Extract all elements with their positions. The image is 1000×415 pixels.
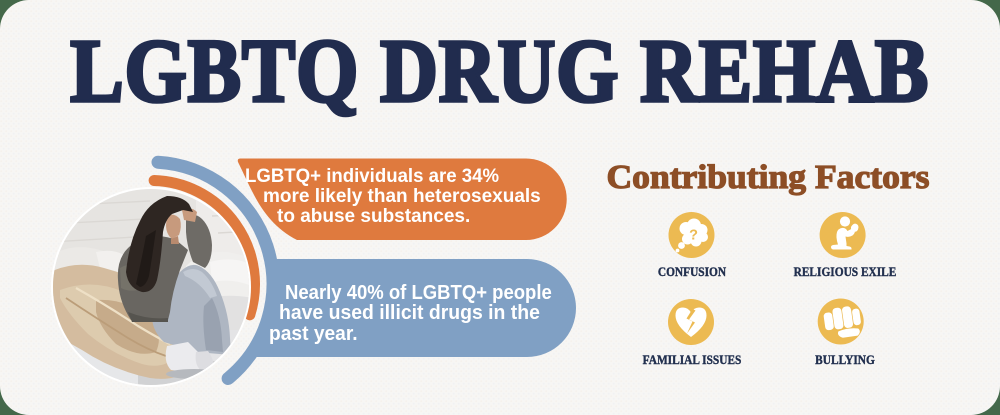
svg-text:?: ?	[689, 228, 698, 244]
